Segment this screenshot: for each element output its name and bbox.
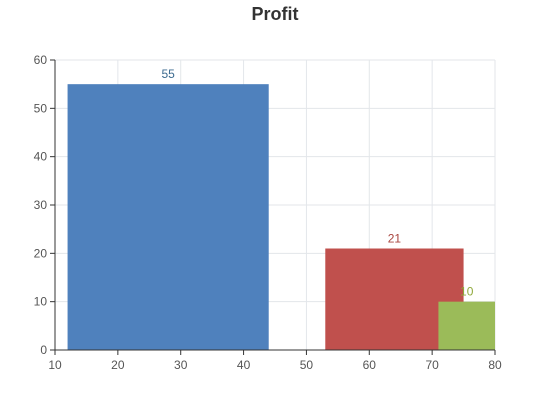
y-tick-label: 40 [34,150,48,164]
x-tick-label: 20 [111,358,125,372]
y-tick-label: 0 [40,343,47,357]
x-tick-label: 30 [174,358,188,372]
x-tick-label: 80 [488,358,502,372]
data-label: 10 [460,285,474,299]
x-tick-label: 70 [425,358,439,372]
x-tick-label: 40 [237,358,251,372]
x-tick-label: 10 [48,358,62,372]
y-tick-label: 10 [34,295,48,309]
data-label: 55 [161,67,175,81]
y-tick-label: 30 [34,198,48,212]
y-tick-label: 60 [34,53,48,67]
y-tick-label: 20 [34,246,48,260]
chart-title: Profit [251,4,299,24]
data-label: 21 [388,232,402,246]
y-tick-label: 50 [34,101,48,115]
x-tick-label: 60 [363,358,377,372]
bar [67,84,269,351]
bar [438,301,495,350]
x-tick-label: 50 [300,358,314,372]
